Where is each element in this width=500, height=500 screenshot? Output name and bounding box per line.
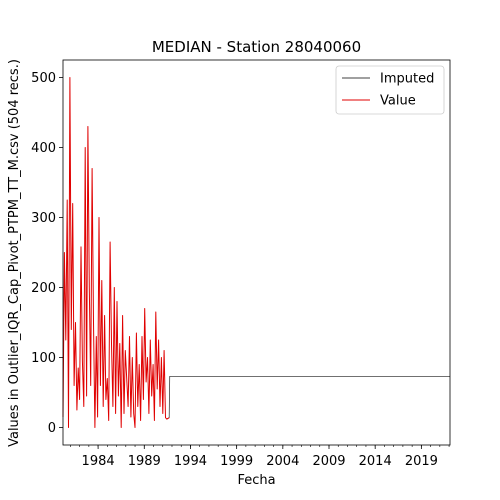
y-tick-label: 200 (31, 281, 56, 296)
x-tick-label: 2009 (312, 454, 345, 469)
legend-label-value: Value (380, 94, 416, 109)
x-tick-label: 1984 (82, 454, 115, 469)
y-tick-label: 0 (48, 421, 56, 436)
chart-title: MEDIAN - Station 28040060 (152, 38, 361, 56)
x-tick-label: 1989 (128, 454, 161, 469)
x-tick-label: 1999 (220, 454, 253, 469)
y-axis-label: Values in Outlier_IQR_Cap_Pivot_PTPM_TT_… (7, 59, 22, 447)
x-axis-label: Fecha (237, 473, 275, 488)
y-tick-label: 500 (31, 71, 56, 86)
y-tick-label: 100 (31, 351, 56, 366)
x-tick-label: 2004 (266, 454, 299, 469)
legend: Imputed Value (336, 66, 444, 114)
legend-label-imputed: Imputed (380, 72, 434, 87)
y-tick-label: 400 (31, 141, 56, 156)
x-tick-label: 2014 (359, 454, 392, 469)
y-tick-label: 300 (31, 211, 56, 226)
x-tick-label: 2019 (405, 454, 438, 469)
x-tick-label: 1994 (174, 454, 207, 469)
